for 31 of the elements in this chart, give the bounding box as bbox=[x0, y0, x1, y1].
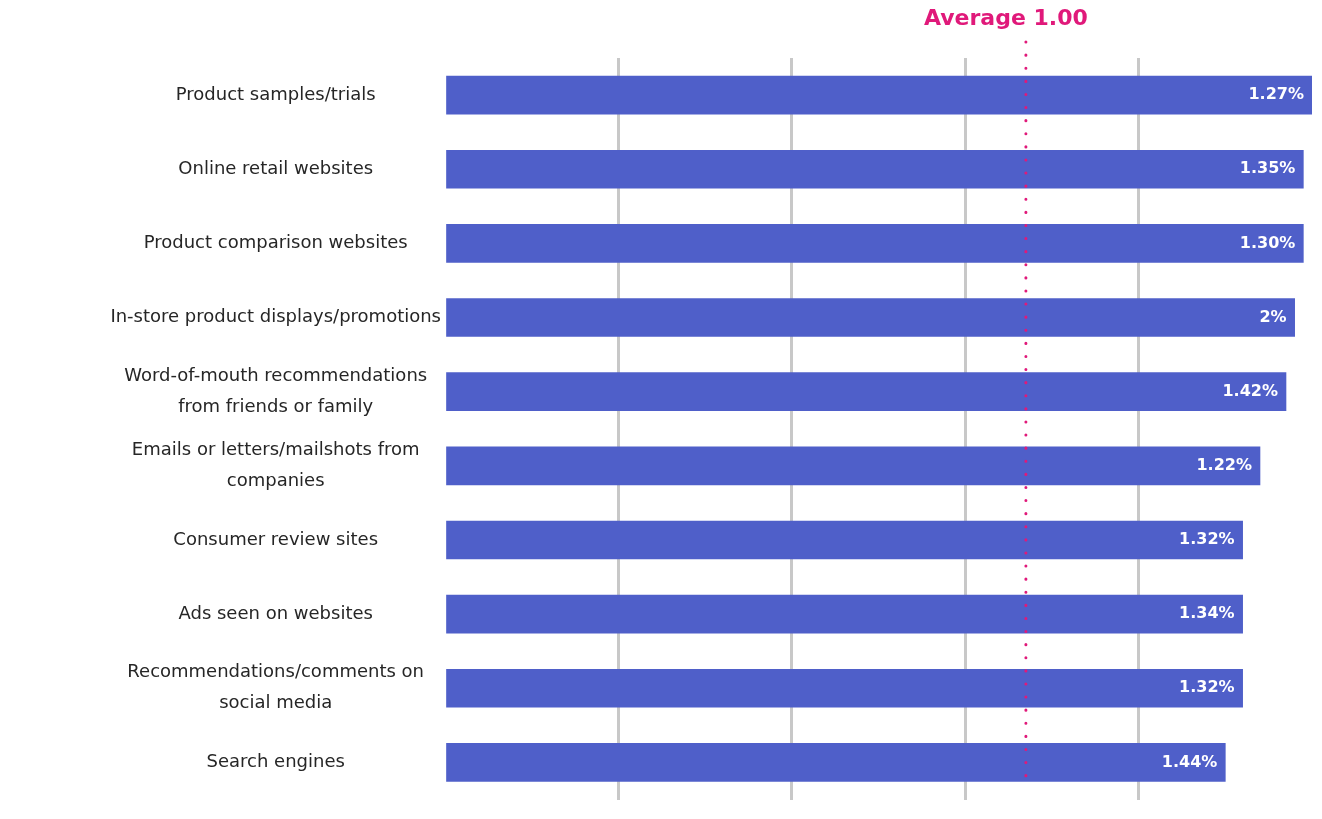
bar bbox=[446, 224, 1304, 263]
annotation: 2% bbox=[1259, 306, 1287, 326]
y-tick-label: Recommendations/comments on social media bbox=[127, 660, 425, 713]
bar bbox=[446, 446, 1261, 486]
annotation: 1.32% bbox=[1179, 677, 1235, 697]
annotation: 1.22% bbox=[1196, 454, 1252, 474]
bar bbox=[446, 75, 1312, 115]
annotation: 1.27% bbox=[1248, 84, 1304, 104]
ref-line-label: Average 1.00 bbox=[923, 4, 1088, 30]
bar bbox=[446, 149, 1304, 189]
annotation: 1.42% bbox=[1222, 380, 1278, 400]
y-tick-label: Search engines bbox=[206, 750, 345, 772]
bar bbox=[446, 668, 1243, 708]
y-tick-label: Emails or letters/mailshots from companies bbox=[131, 438, 420, 490]
y-tick-label: Consumer review sites bbox=[173, 527, 379, 549]
bar bbox=[446, 743, 1226, 782]
annotation: 1.32% bbox=[1179, 529, 1235, 549]
annotation: 1.34% bbox=[1179, 603, 1235, 623]
bar bbox=[446, 298, 1295, 337]
y-tick-label: Product samples/trials bbox=[175, 82, 376, 104]
y-tick-label: Word-of-mouth recommendations from friends or family bbox=[124, 363, 428, 416]
y-tick-label: Online retail websites bbox=[178, 156, 374, 178]
annotation: 1.44% bbox=[1161, 751, 1218, 771]
y-tick-label: Ads seen on websites bbox=[178, 601, 373, 623]
annotation: 1.30% bbox=[1239, 232, 1296, 252]
bar bbox=[446, 372, 1287, 412]
y-tick-label: Product comparison websites bbox=[143, 231, 408, 253]
bar bbox=[446, 520, 1243, 560]
y-tick-label: In-store product displays/promotions bbox=[110, 305, 441, 327]
annotation: 1.35% bbox=[1239, 158, 1296, 178]
bar bbox=[446, 594, 1243, 634]
